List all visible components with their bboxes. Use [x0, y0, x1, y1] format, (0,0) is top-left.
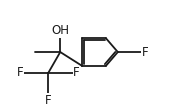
Text: F: F	[73, 66, 80, 79]
Text: F: F	[45, 94, 52, 107]
Text: OH: OH	[51, 24, 69, 37]
Text: F: F	[142, 46, 148, 58]
Text: F: F	[17, 66, 23, 79]
